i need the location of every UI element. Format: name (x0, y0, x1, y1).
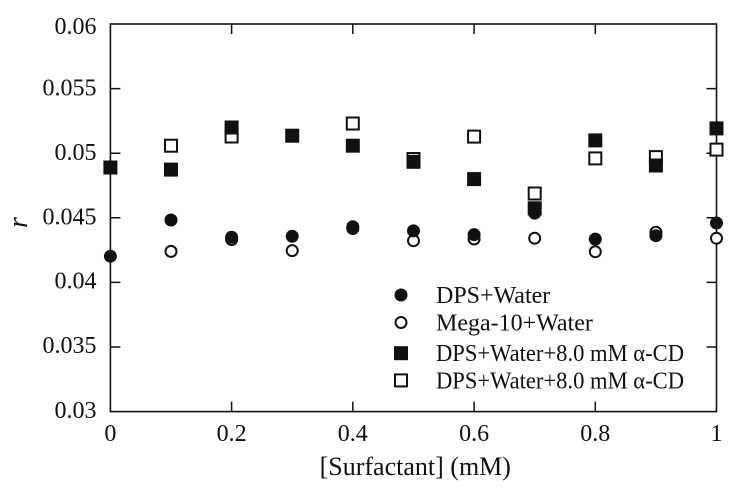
svg-text:0.04: 0.04 (55, 269, 97, 295)
svg-text:DPS+Water+8.0 mM α-CD: DPS+Water+8.0 mM α-CD (436, 341, 684, 367)
svg-text:0: 0 (104, 421, 116, 447)
svg-text:DPS+Water+8.0 mM α-CD: DPS+Water+8.0 mM α-CD (436, 368, 684, 394)
svg-text:0.055: 0.055 (43, 75, 97, 101)
svg-text:DPS+Water: DPS+Water (436, 283, 550, 309)
svg-text:[Surfactant] (mM): [Surfactant] (mM) (320, 452, 511, 481)
svg-text:1: 1 (711, 421, 723, 447)
svg-text:0.03: 0.03 (55, 398, 97, 424)
svg-text:0.4: 0.4 (338, 421, 368, 447)
svg-text:0.035: 0.035 (43, 333, 97, 359)
svg-text:0.8: 0.8 (580, 421, 610, 447)
svg-text:0.2: 0.2 (217, 421, 247, 447)
svg-text:0.05: 0.05 (55, 140, 97, 166)
svg-text:0.045: 0.045 (43, 204, 97, 230)
svg-text:Mega-10+Water: Mega-10+Water (436, 311, 593, 337)
svg-text:0.6: 0.6 (459, 421, 489, 447)
svg-text:0.06: 0.06 (55, 14, 97, 40)
svg-text:r: r (3, 217, 34, 228)
